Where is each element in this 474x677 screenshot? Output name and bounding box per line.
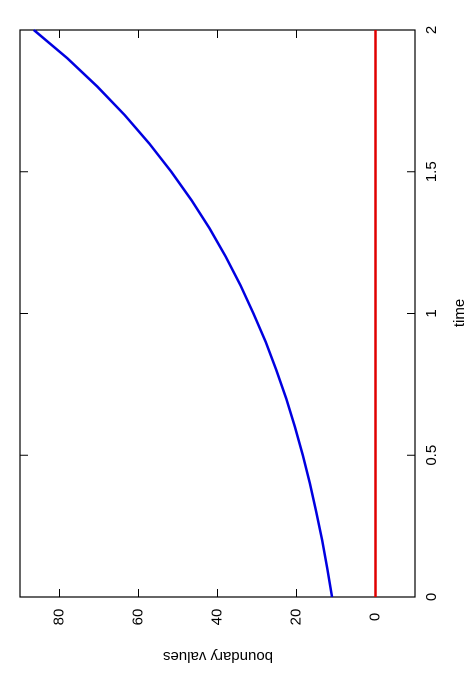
y-tick-label: 20 (287, 609, 304, 626)
y-tick-label: 0 (366, 613, 383, 621)
data-line (33, 29, 334, 598)
x-tick-label: 0 (423, 593, 440, 601)
y-tick-label: 60 (129, 609, 146, 626)
y-tick-label: 40 (208, 609, 225, 626)
x-tick-label: 1.5 (423, 161, 440, 182)
x-axis-label: time (451, 299, 468, 327)
y-tick-label: 80 (50, 609, 67, 626)
x-tick-label: 1 (423, 309, 440, 317)
plot-frame (19, 29, 416, 598)
x-tick-label: 0.5 (423, 445, 440, 466)
x-tick-label: 2 (423, 26, 440, 34)
y-axis-label: boundary values (163, 648, 273, 665)
